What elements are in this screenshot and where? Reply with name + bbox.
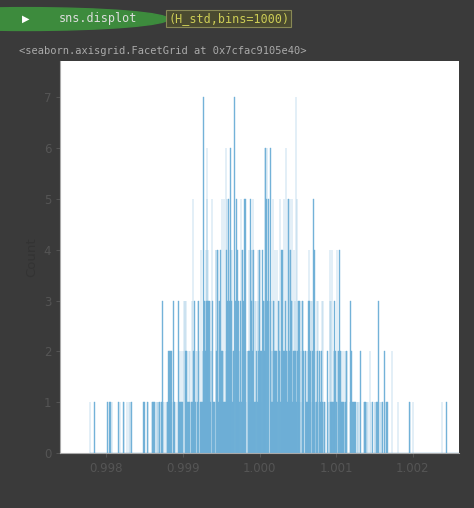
Y-axis label: Count: Count — [25, 237, 38, 277]
Circle shape — [0, 8, 168, 30]
Text: ▶: ▶ — [22, 14, 30, 24]
Text: sns.displot: sns.displot — [59, 12, 137, 25]
Text: (H_std,bins=1000): (H_std,bins=1000) — [168, 12, 290, 25]
Text: <seaborn.axisgrid.FacetGrid at 0x7cfac9105e40>: <seaborn.axisgrid.FacetGrid at 0x7cfac91… — [19, 46, 307, 56]
